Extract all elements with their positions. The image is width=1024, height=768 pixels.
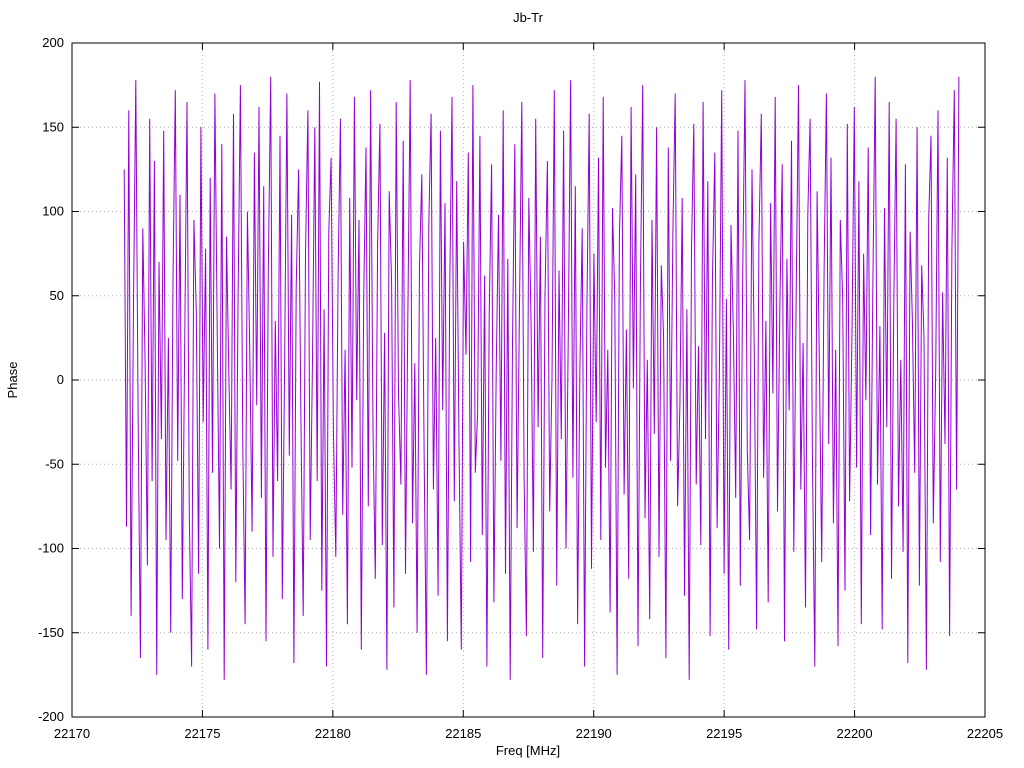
y-axis-label: Phase [5, 362, 20, 399]
y-tick-label: -50 [45, 456, 64, 471]
data-series [123, 76, 960, 680]
chart-title: Jb-Tr [513, 10, 544, 25]
y-tick-label: 150 [42, 119, 64, 134]
plot-frame [71, 42, 986, 718]
y-tick-label: 100 [42, 204, 64, 219]
tick-labels: 22170 22175 22180 22185 22190 22195 22200 22205… [38, 35, 1003, 741]
x-axis-label: Freq [MHz] [496, 743, 560, 758]
x-tick-label: 22190 [576, 726, 612, 741]
x-tick-label: 22195 [706, 726, 742, 741]
x-tick-label: 22185 [445, 726, 481, 741]
x-tick-label: 22180 [315, 726, 351, 741]
x-tick-label: 22170 [54, 726, 90, 741]
y-tick-label: -200 [38, 709, 64, 724]
y-tick-label: 0 [57, 372, 64, 387]
y-tick-label: -100 [38, 541, 64, 556]
x-tick-label: 22175 [184, 726, 220, 741]
x-tick-label: 22205 [967, 726, 1003, 741]
y-tick-label: -150 [38, 625, 64, 640]
x-tick-label: 22200 [836, 726, 872, 741]
y-tick-label: 50 [50, 288, 64, 303]
phase-line-series [123, 76, 960, 680]
y-tick-label: 200 [42, 35, 64, 50]
